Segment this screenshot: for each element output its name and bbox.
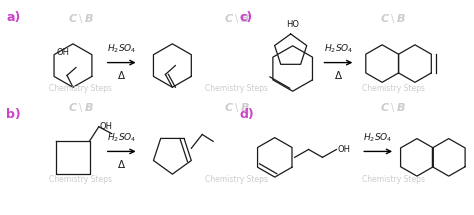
Text: C: C: [381, 103, 389, 113]
Text: \: \: [79, 103, 82, 113]
Text: \: \: [236, 14, 238, 24]
Text: $H_2SO_4$: $H_2SO_4$: [364, 131, 393, 144]
Text: a): a): [6, 11, 21, 24]
Text: OH: OH: [100, 122, 113, 131]
Text: C: C: [69, 14, 77, 24]
Text: Chemistry Steps: Chemistry Steps: [206, 175, 268, 184]
Text: HO: HO: [286, 20, 299, 29]
Text: Chemistry Steps: Chemistry Steps: [49, 84, 112, 93]
Text: $H_2SO_4$: $H_2SO_4$: [324, 43, 353, 55]
Text: \: \: [392, 103, 395, 113]
Text: Chemistry Steps: Chemistry Steps: [206, 84, 268, 93]
Text: B: B: [241, 103, 249, 113]
Text: B: B: [397, 14, 405, 24]
Text: \: \: [79, 14, 82, 24]
Text: C: C: [69, 103, 77, 113]
Text: $\Delta$: $\Delta$: [117, 158, 126, 170]
Text: B: B: [85, 103, 93, 113]
Text: OH: OH: [57, 48, 70, 57]
Text: \: \: [236, 103, 238, 113]
Text: B: B: [397, 103, 405, 113]
Text: Chemistry Steps: Chemistry Steps: [362, 175, 425, 184]
Text: $\Delta$: $\Delta$: [334, 69, 343, 81]
Text: Chemistry Steps: Chemistry Steps: [49, 175, 112, 184]
Text: $H_2SO_4$: $H_2SO_4$: [107, 131, 137, 144]
Text: \: \: [392, 14, 395, 24]
Text: d): d): [240, 108, 255, 121]
Text: B: B: [241, 14, 249, 24]
Text: b): b): [6, 108, 21, 121]
Text: C: C: [225, 103, 233, 113]
Text: Chemistry Steps: Chemistry Steps: [362, 84, 425, 93]
Text: C: C: [225, 14, 233, 24]
Text: $\Delta$: $\Delta$: [117, 69, 126, 81]
Text: $H_2SO_4$: $H_2SO_4$: [107, 43, 137, 55]
Text: B: B: [85, 14, 93, 24]
Text: C: C: [381, 14, 389, 24]
Text: c): c): [240, 11, 253, 24]
Text: OH: OH: [337, 145, 350, 154]
